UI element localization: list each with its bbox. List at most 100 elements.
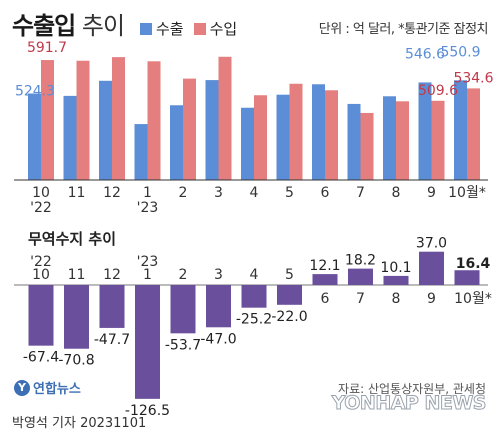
top-tick-7: 5 bbox=[285, 185, 294, 201]
watermark: YONHAP NEWS bbox=[331, 392, 487, 415]
export-bar-4 bbox=[170, 105, 183, 180]
balance-value-2: -47.7 bbox=[94, 332, 130, 348]
balance-bar-1 bbox=[64, 285, 89, 349]
legend-label-import: 수입 bbox=[209, 20, 238, 38]
top-tick-9: 7 bbox=[356, 185, 365, 201]
top-tick-6: 4 bbox=[250, 185, 259, 201]
balance-tick-8: 6 bbox=[321, 291, 330, 307]
export-bar-5 bbox=[205, 80, 219, 180]
top-tick-8: 6 bbox=[321, 185, 330, 201]
export-bar-10 bbox=[383, 96, 396, 180]
top-year-label-0: '22 bbox=[30, 200, 52, 216]
balance-value-1: -70.8 bbox=[58, 353, 94, 369]
import-bar-6 bbox=[254, 95, 267, 180]
export-bar-8 bbox=[312, 84, 325, 180]
import-bar-8 bbox=[325, 90, 338, 180]
top-tick-10: 8 bbox=[392, 185, 401, 201]
top-tick-2: 12 bbox=[103, 185, 121, 201]
logo-mark-icon: Y bbox=[14, 379, 30, 396]
balance-title: 무역수지 추이 bbox=[28, 230, 117, 248]
balance-year-label-0: '22 bbox=[30, 254, 52, 270]
top-tick-1: 11 bbox=[68, 185, 86, 201]
balance-bar-9 bbox=[348, 268, 373, 285]
data-label-2: 546.6 bbox=[405, 46, 445, 62]
balance-bar-11 bbox=[419, 251, 444, 285]
balance-bar-3 bbox=[135, 285, 160, 399]
balance-tick-0: 10 bbox=[32, 267, 50, 283]
legend-swatch-import bbox=[193, 22, 206, 35]
balance-bar-12 bbox=[454, 270, 480, 285]
import-bar-2 bbox=[112, 57, 125, 181]
balance-tick-7: 5 bbox=[285, 267, 294, 283]
balance-tick-1: 11 bbox=[68, 267, 86, 283]
balance-value-9: 18.2 bbox=[345, 253, 376, 269]
top-year-label-1: '23 bbox=[137, 200, 159, 216]
balance-tick-3: 1 bbox=[143, 267, 152, 283]
balance-value-4: -53.7 bbox=[165, 337, 201, 353]
export-bar-11 bbox=[418, 82, 432, 180]
import-bar-7 bbox=[289, 83, 303, 180]
balance-bar-4 bbox=[170, 285, 196, 334]
balance-tick-9: 7 bbox=[356, 291, 365, 307]
export-bar-3 bbox=[134, 124, 148, 180]
balance-value-0: -67.4 bbox=[23, 350, 59, 366]
export-bar-7 bbox=[276, 94, 290, 180]
import-bar-0 bbox=[41, 60, 54, 181]
top-tick-3: 1 bbox=[143, 185, 152, 201]
balance-bar-5 bbox=[206, 285, 231, 328]
balance-bar-8 bbox=[312, 274, 338, 285]
logo-text: 연합뉴스 bbox=[33, 382, 81, 397]
import-bar-12 bbox=[467, 88, 480, 180]
export-bar-0 bbox=[28, 93, 41, 180]
balance-tick-11: 9 bbox=[427, 291, 436, 307]
balance-bar-0 bbox=[28, 285, 54, 346]
balance-value-11: 37.0 bbox=[416, 236, 447, 252]
balance-tick-2: 12 bbox=[103, 267, 121, 283]
data-label-3: 509.6 bbox=[418, 83, 458, 99]
legend: 수출 수입 bbox=[140, 18, 247, 39]
unit-note: 단위 : 억 달러, *통관기준 잠정치 bbox=[318, 22, 489, 37]
balance-tick-5: 3 bbox=[214, 267, 223, 283]
top-tick-12: 10월* bbox=[448, 185, 486, 201]
top-tick-0: 10 bbox=[32, 185, 50, 201]
title-bold: 수출입 bbox=[12, 12, 76, 40]
export-bar-2 bbox=[99, 80, 112, 180]
export-bar-12 bbox=[454, 80, 467, 180]
import-bar-11 bbox=[431, 100, 445, 180]
balance-tick-12: 10월* bbox=[454, 291, 492, 307]
yonhap-logo: Y 연합뉴스 bbox=[14, 378, 81, 397]
data-label-0: 524.3 bbox=[15, 83, 55, 99]
import-bar-1 bbox=[76, 60, 90, 180]
top-tick-4: 2 bbox=[179, 185, 188, 201]
balance-value-7: -22.0 bbox=[271, 309, 307, 325]
import-bar-5 bbox=[218, 56, 232, 180]
source-note: 자료: 산업통상자원부, 관세청 bbox=[338, 382, 486, 396]
byline: 박영석 기자 20231101 bbox=[12, 416, 147, 431]
export-bar-6 bbox=[241, 107, 254, 180]
top-tick-11: 9 bbox=[427, 185, 436, 201]
balance-value-8: 12.1 bbox=[309, 258, 340, 274]
legend-item-import: 수입 bbox=[193, 18, 238, 39]
chart-title: 수출입 추이 bbox=[12, 6, 125, 41]
balance-tick-10: 8 bbox=[392, 291, 401, 307]
top-tick-5: 3 bbox=[214, 185, 223, 201]
balance-bar-7 bbox=[277, 285, 302, 305]
balance-tick-4: 2 bbox=[179, 267, 188, 283]
balance-bar-10 bbox=[383, 275, 409, 285]
title-light: 추이 bbox=[81, 12, 125, 40]
legend-swatch-export bbox=[140, 22, 152, 35]
balance-year-label-1: '23 bbox=[137, 254, 159, 270]
import-bar-3 bbox=[147, 61, 161, 180]
balance-value-3: -126.5 bbox=[125, 403, 170, 419]
export-bar-9 bbox=[347, 103, 361, 180]
balance-value-6: -25.2 bbox=[236, 312, 272, 328]
balance-value-12: 16.4 bbox=[456, 256, 491, 272]
balance-bar-2 bbox=[99, 285, 125, 328]
export-bar-1 bbox=[63, 95, 77, 180]
legend-label-export: 수출 bbox=[156, 20, 184, 38]
balance-value-10: 10.1 bbox=[380, 260, 411, 276]
balance-bar-6 bbox=[241, 285, 267, 308]
data-label-5: 534.6 bbox=[453, 70, 493, 86]
import-bar-4 bbox=[183, 78, 196, 180]
